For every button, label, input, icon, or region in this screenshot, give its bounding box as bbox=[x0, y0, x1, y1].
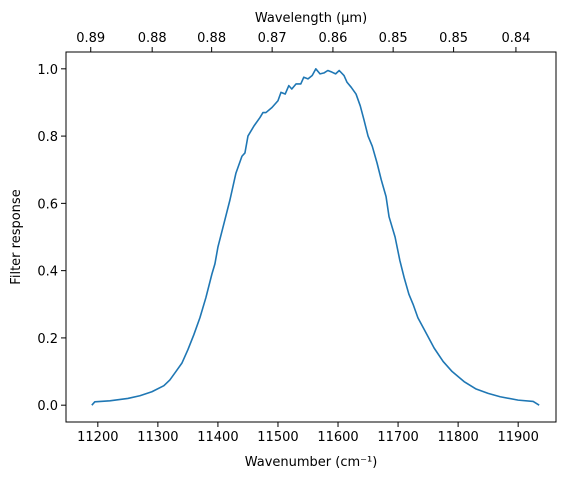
x2-tick-label: 0.88 bbox=[197, 31, 226, 46]
y-tick-label: 0.2 bbox=[37, 332, 58, 347]
x-axis-label: Wavenumber (cm⁻¹) bbox=[245, 455, 378, 470]
x2-tick-label: 0.87 bbox=[258, 31, 287, 46]
x-tick-label: 11300 bbox=[137, 430, 178, 445]
plot-frame bbox=[65, 51, 557, 423]
x-tick-label: 11200 bbox=[77, 430, 118, 445]
x2-tick-label: 0.85 bbox=[379, 31, 408, 46]
x-tick-label: 11600 bbox=[317, 430, 358, 445]
x2-tick-label: 0.89 bbox=[76, 31, 105, 46]
y-tick-label: 1.0 bbox=[37, 63, 58, 78]
x-tick-label: 11800 bbox=[437, 430, 478, 445]
y-tick-label: 0.4 bbox=[37, 265, 58, 280]
y-tick-label: 0.8 bbox=[37, 130, 58, 145]
x2-tick-label: 0.86 bbox=[318, 31, 347, 46]
x-tick-label: 11400 bbox=[197, 430, 238, 445]
x-tick-label: 11900 bbox=[497, 430, 538, 445]
x2-tick-label: 0.88 bbox=[138, 31, 167, 46]
x2-tick-label: 0.84 bbox=[501, 31, 530, 46]
x2-tick-label: 0.85 bbox=[439, 31, 468, 46]
x-tick-label: 11500 bbox=[257, 430, 298, 445]
y-tick-label: 0.0 bbox=[37, 399, 58, 414]
y-axis-label: Filter response bbox=[9, 189, 24, 284]
y-tick-label: 0.6 bbox=[37, 197, 58, 212]
x2-axis-label: Wavelength (μm) bbox=[255, 11, 367, 26]
data-line bbox=[91, 68, 540, 406]
x-tick-label: 11700 bbox=[377, 430, 418, 445]
